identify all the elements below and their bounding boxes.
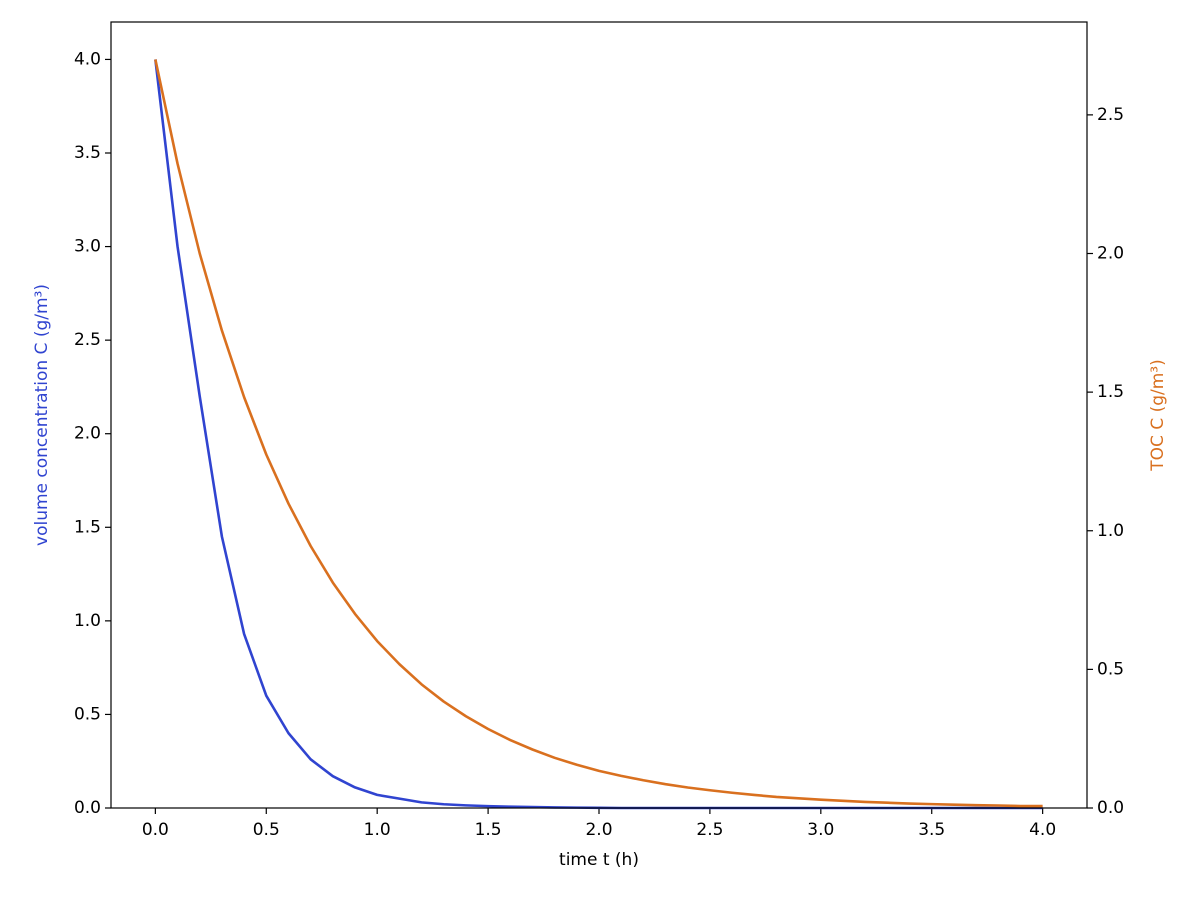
y2-tick-label: 1.5 <box>1097 382 1124 402</box>
x-tick-label: 3.0 <box>807 820 834 840</box>
x-tick-label: 1.0 <box>364 820 391 840</box>
x-tick-label: 0.5 <box>253 820 280 840</box>
x-tick-label: 2.5 <box>696 820 723 840</box>
y-tick-label: 4.0 <box>74 49 101 69</box>
y-tick-label: 3.0 <box>74 237 101 257</box>
x-tick-label: 1.5 <box>475 820 502 840</box>
x-tick-label: 3.5 <box>918 820 945 840</box>
y-tick-label: 1.5 <box>74 517 101 537</box>
x-tick-label: 0.0 <box>142 820 169 840</box>
y-tick-label: 1.0 <box>74 611 101 631</box>
x-axis-label: time t (h) <box>559 850 639 870</box>
plot-frame <box>110 21 1088 809</box>
y-tick-label: 3.5 <box>74 143 101 163</box>
x-tick-label: 2.0 <box>585 820 612 840</box>
y-tick-label: 0.5 <box>74 704 101 724</box>
y-axis-label: volume concentration C (g/m³) <box>32 284 52 546</box>
y-tick-label: 2.5 <box>74 330 101 350</box>
y2-tick-label: 0.5 <box>1097 659 1124 679</box>
y2-tick-label: 1.0 <box>1097 521 1124 541</box>
y2-tick-label: 2.0 <box>1097 244 1124 264</box>
y-tick-label: 2.0 <box>74 424 101 444</box>
x-tick-label: 4.0 <box>1029 820 1056 840</box>
y2-axis-label: TOC C (g/m³) <box>1148 359 1168 471</box>
series-line <box>154 59 1043 808</box>
y2-tick-label: 2.5 <box>1097 105 1124 125</box>
y-tick-label: 0.0 <box>74 798 101 818</box>
y2-tick-label: 0.0 <box>1097 798 1124 818</box>
